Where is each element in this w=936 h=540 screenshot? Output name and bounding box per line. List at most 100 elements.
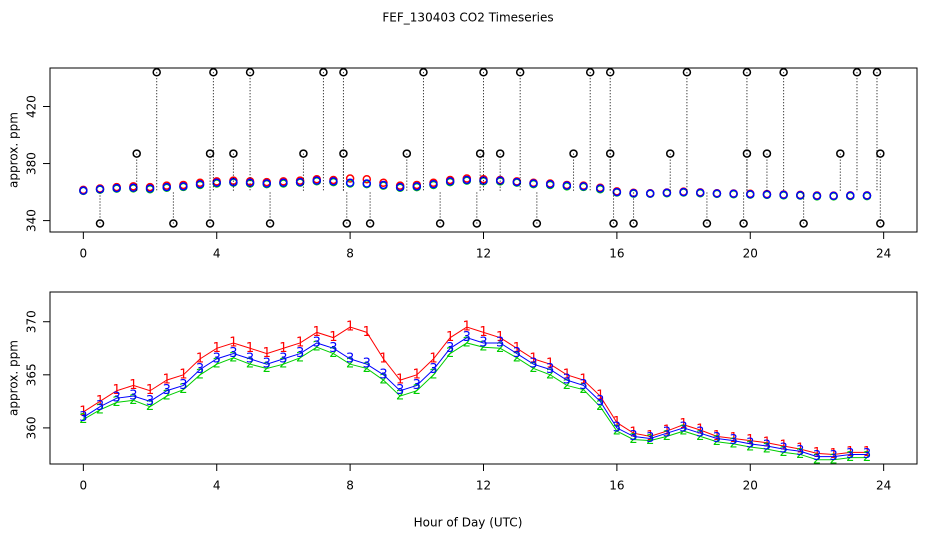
point [379, 180, 388, 190]
point-marker: 3 [96, 399, 104, 414]
x-tick-label: 12 [476, 479, 491, 493]
point-marker: 3 [146, 394, 154, 409]
point-marker: 1 [129, 378, 137, 393]
point [876, 219, 885, 228]
point-marker: 2 [463, 335, 471, 350]
point-marker: 2 [846, 450, 854, 465]
point [762, 190, 772, 199]
point [229, 149, 238, 158]
point [512, 177, 522, 187]
x-tick-label: 24 [876, 247, 891, 261]
point-marker: 2 [263, 361, 271, 376]
point [212, 178, 221, 188]
point [95, 219, 105, 228]
point-marker: 1 [546, 357, 554, 372]
point-marker: 2 [596, 399, 604, 414]
point [145, 184, 155, 193]
point-marker: 1 [813, 446, 821, 461]
x-axis-label: Hour of Day (UTC) [414, 516, 523, 530]
point-marker: 1 [679, 417, 687, 432]
point-marker: 2 [413, 383, 421, 398]
point [742, 68, 752, 77]
point-marker: 1 [479, 325, 487, 340]
point [545, 179, 555, 189]
point [362, 179, 372, 188]
y-tick-label: 340 [25, 209, 39, 232]
point [365, 219, 375, 228]
point-marker: 2 [546, 367, 554, 382]
point-marker: 2 [246, 357, 254, 372]
point [419, 68, 428, 77]
point-marker: 2 [396, 389, 404, 404]
point-marker: 3 [396, 383, 404, 398]
point [779, 68, 788, 77]
point-marker: 1 [763, 435, 771, 450]
point-marker: 2 [163, 389, 171, 404]
point [595, 184, 605, 193]
point [739, 219, 748, 228]
y-tick-label: 360 [25, 416, 39, 439]
point [245, 68, 255, 77]
point [402, 149, 412, 158]
point [679, 187, 688, 197]
point-marker: 1 [96, 394, 104, 409]
point-marker: 2 [296, 350, 304, 365]
point-marker: 3 [646, 431, 654, 446]
point-marker: 1 [446, 330, 454, 345]
point-marker: 2 [529, 361, 537, 376]
point [205, 219, 215, 228]
point-marker: 2 [379, 373, 387, 388]
point [629, 188, 638, 198]
point-marker: 1 [563, 367, 571, 382]
point [746, 189, 755, 199]
point-marker: 1 [346, 320, 354, 335]
point [295, 177, 305, 187]
point-marker: 3 [729, 433, 737, 448]
point-marker: 1 [746, 433, 754, 448]
point-marker: 1 [413, 367, 421, 382]
point [362, 174, 372, 184]
point-marker: 3 [213, 351, 221, 366]
point [662, 188, 672, 198]
point-marker: 2 [629, 432, 637, 447]
point-marker: 3 [346, 351, 354, 366]
point [429, 179, 438, 189]
point [605, 149, 615, 158]
point [562, 181, 572, 190]
point [796, 190, 805, 200]
y-tick-label: 365 [25, 363, 39, 386]
point-marker: 3 [813, 449, 821, 464]
point-marker: 1 [79, 404, 87, 419]
point-marker: 3 [579, 378, 587, 393]
point [852, 68, 862, 77]
point [829, 191, 838, 201]
point-marker: 3 [296, 346, 304, 361]
point [712, 189, 722, 198]
point-marker: 1 [663, 424, 671, 439]
point-marker: 2 [179, 382, 187, 397]
series-line [83, 326, 867, 455]
point-marker: 2 [496, 341, 504, 356]
point-marker: 3 [796, 444, 804, 459]
point [846, 191, 855, 200]
point-marker: 1 [463, 320, 471, 335]
point-marker: 1 [696, 423, 704, 438]
y-tick-label: 420 [25, 95, 39, 118]
point-marker: 2 [646, 433, 654, 448]
point-marker: 2 [563, 378, 571, 393]
point-marker: 2 [346, 357, 354, 372]
point-marker: 2 [763, 442, 771, 457]
point-marker: 3 [263, 357, 271, 372]
point [742, 149, 752, 158]
point-marker: 1 [729, 431, 737, 446]
point-marker: 3 [763, 438, 771, 453]
point [262, 179, 271, 188]
point-marker: 3 [779, 442, 787, 457]
point-marker: 2 [813, 452, 821, 467]
point-marker: 2 [129, 393, 137, 408]
point-marker: 3 [679, 420, 687, 435]
point-marker: 3 [829, 449, 837, 464]
point-marker: 1 [846, 445, 854, 460]
point-marker: 1 [363, 325, 371, 340]
